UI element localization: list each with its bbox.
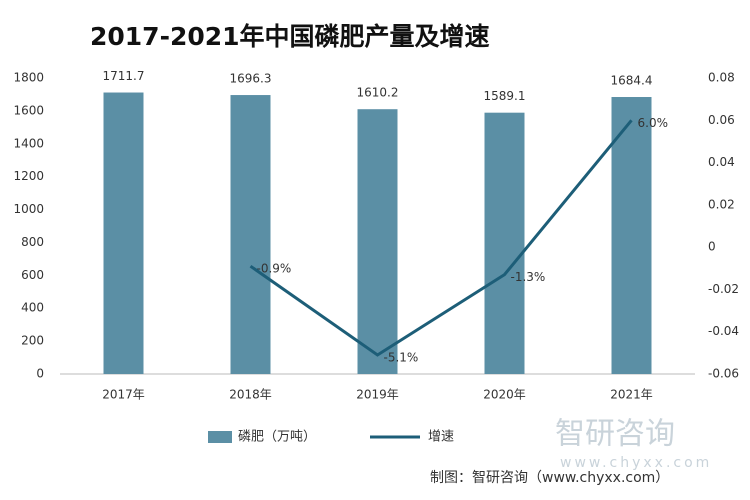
legend-label: 增速 xyxy=(428,430,454,445)
line xyxy=(249,119,633,357)
y-tick-label: 1000 xyxy=(13,202,44,216)
watermark: 智研咨询 xyxy=(555,417,675,452)
bar xyxy=(484,112,525,374)
line-value-label: -5.1% xyxy=(384,350,419,364)
y-tick-label: 1400 xyxy=(13,136,44,150)
x-tick-label: 2021年 xyxy=(610,388,653,402)
bar xyxy=(103,92,144,374)
x-tick-label: 2017年 xyxy=(102,388,145,402)
bar-value-label: 1589.1 xyxy=(484,89,526,103)
bar-value-label: 1684.4 xyxy=(611,74,653,88)
x-tick-label: 2019年 xyxy=(356,388,399,402)
y-tick-label: 1800 xyxy=(13,71,44,85)
line-value-label: -1.3% xyxy=(511,270,546,284)
y-tick-label: 600 xyxy=(21,268,44,282)
y2-tick-label: -0.04 xyxy=(708,324,739,338)
y-tick-label: 400 xyxy=(21,301,44,315)
x-tick-label: 2020年 xyxy=(483,388,526,402)
y-tick-label: 1600 xyxy=(13,103,44,117)
y-tick-label: 800 xyxy=(21,235,44,249)
bar xyxy=(611,97,652,375)
bar xyxy=(357,109,398,375)
line-value-label: -0.9% xyxy=(257,262,292,276)
x-tick-label: 2018年 xyxy=(229,388,272,402)
y2-tick-label: 0.02 xyxy=(708,197,735,211)
y2-tick-label: 0.08 xyxy=(708,71,735,85)
y-tick-label: 1200 xyxy=(13,169,44,183)
bar xyxy=(230,95,271,374)
y2-tick-label: -0.02 xyxy=(708,282,739,296)
legend-label: 磷肥（万吨） xyxy=(238,430,316,445)
watermark-url: www.chyxx.com xyxy=(560,455,712,471)
y2-tick-label: 0.04 xyxy=(708,155,735,169)
y2-tick-label: -0.06 xyxy=(708,367,739,381)
bar-value-label: 1696.3 xyxy=(230,72,272,86)
line-value-label: 6.0% xyxy=(638,116,669,130)
y2-tick-label: 0.06 xyxy=(708,113,735,127)
chart-title: 2017-2021年中国磷肥产量及增速 xyxy=(90,22,490,51)
bar-value-label: 1610.2 xyxy=(357,86,399,100)
bar-value-label: 1711.7 xyxy=(103,69,145,83)
legend-swatch xyxy=(208,431,232,443)
y-tick-label: 0 xyxy=(36,367,44,381)
y2-tick-label: 0 xyxy=(708,240,716,254)
y-tick-label: 200 xyxy=(21,334,44,348)
source-note: 制图：智研咨询（www.chyxx.com） xyxy=(430,470,669,486)
